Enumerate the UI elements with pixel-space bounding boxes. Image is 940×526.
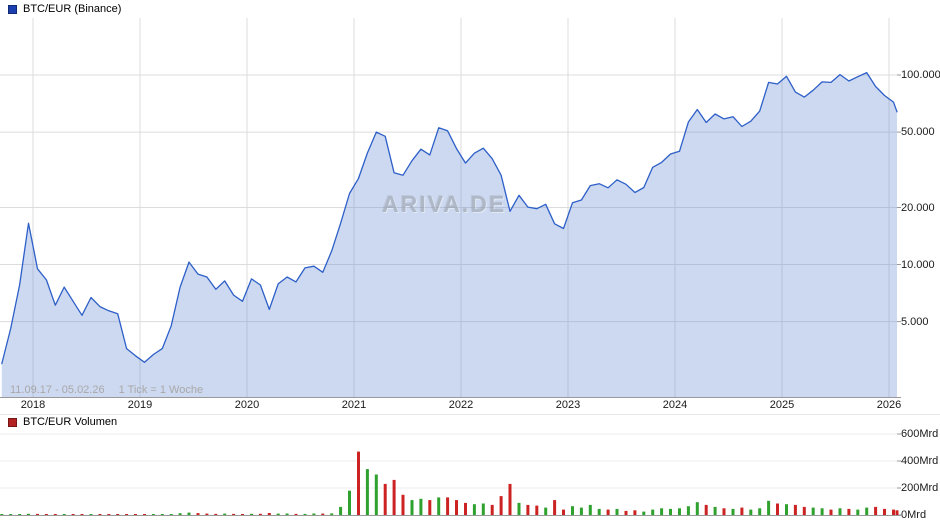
xtick-2024: 2024 bbox=[662, 399, 688, 411]
range-info: 11.09.17 - 05.02.26 1 Tick = 1 Woche bbox=[10, 384, 203, 396]
volume-ytick-0: 0Mrd bbox=[901, 509, 927, 521]
ariva-watermark: ARIVA.DE bbox=[382, 191, 507, 217]
price-legend-swatch-icon bbox=[8, 4, 17, 14]
volume-ytick-400: 400Mrd bbox=[901, 455, 939, 467]
price-ytick-100000: 100.000 bbox=[901, 69, 940, 81]
volume-ytick-600: 600Mrd bbox=[901, 428, 939, 440]
xtick-2020: 2020 bbox=[234, 399, 260, 411]
xtick-2019: 2019 bbox=[127, 399, 153, 411]
volume-legend-label: BTC/EUR Volumen bbox=[23, 416, 118, 428]
xtick-2021: 2021 bbox=[341, 399, 367, 411]
xtick-2022: 2022 bbox=[448, 399, 474, 411]
tick-info-label: 1 Tick = 1 Woche bbox=[118, 384, 204, 396]
xtick-2018: 2018 bbox=[20, 399, 46, 411]
price-legend-label: BTC/EUR (Binance) bbox=[23, 3, 122, 15]
price-legend: BTC/EUR (Binance) bbox=[8, 3, 121, 15]
volume-ytick-200: 200Mrd bbox=[901, 482, 939, 494]
xtick-2026: 2026 bbox=[876, 399, 902, 411]
price-ytick-10000: 10.000 bbox=[901, 259, 935, 271]
xtick-2025: 2025 bbox=[769, 399, 795, 411]
date-range-label: 11.09.17 - 05.02.26 bbox=[10, 384, 105, 396]
price-ytick-20000: 20.000 bbox=[901, 202, 935, 214]
volume-legend: BTC/EUR Volumen bbox=[8, 416, 117, 428]
volume-legend-swatch-icon bbox=[8, 417, 17, 427]
xtick-2023: 2023 bbox=[555, 399, 581, 411]
price-ytick-50000: 50.000 bbox=[901, 126, 935, 138]
price-ytick-5000: 5.000 bbox=[901, 316, 929, 328]
